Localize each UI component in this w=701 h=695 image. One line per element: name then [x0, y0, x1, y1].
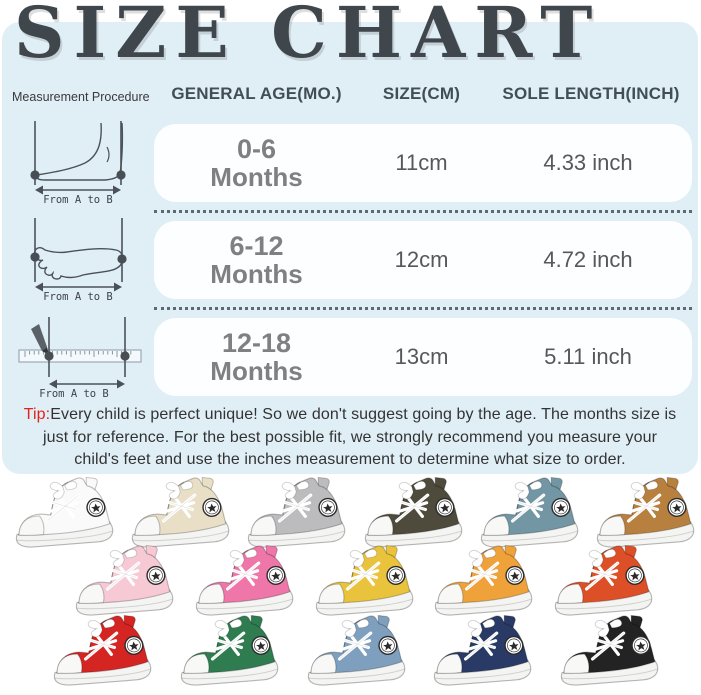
ruler-pencil-diagram: From A to B — [18, 317, 142, 400]
baby-sneaker-orange-red — [539, 538, 658, 625]
diagram-label: From A to B — [43, 291, 113, 303]
baby-sneaker-pink — [180, 538, 299, 625]
diagram-label: From A to B — [43, 194, 113, 206]
baby-sneaker-red — [38, 608, 157, 695]
size-row-card: 6-12 Months 12cm 4.72 inch — [154, 221, 692, 299]
sole-length-cell: 5.11 inch — [544, 344, 632, 369]
baby-sneaker-white — [0, 470, 119, 557]
age-range: 6-12 — [229, 230, 284, 261]
table-row: From A to B 0-6 Months 11cm 4.33 inch — [2, 121, 692, 206]
baby-sneaker-amber — [420, 538, 539, 625]
baby-sneaker-navy — [419, 608, 538, 695]
shoe-grid — [0, 474, 701, 695]
dotted-row-separator — [154, 210, 692, 213]
size-row-card: 12-18 Months 13cm 5.11 inch — [154, 318, 692, 396]
age-range: 0-6 — [236, 133, 277, 164]
baby-sneaker-beige — [117, 470, 236, 557]
baby-sneaker-black — [545, 608, 664, 695]
size-table-body: From A to B 0-6 Months 11cm 4.33 inch From A … — [2, 121, 698, 400]
age-unit: Months — [210, 355, 303, 386]
tip-label: Tip: — [23, 406, 51, 423]
header-measurement-procedure: Measurement Procedure — [12, 90, 150, 104]
size-cm-cell: 11cm — [395, 150, 448, 175]
foot-top-view-diagram: From A to B — [30, 218, 127, 303]
shoe-row — [0, 614, 701, 690]
baby-sneaker-green — [165, 608, 284, 695]
age-range: 12-18 — [221, 327, 292, 358]
table-header-row: Measurement Procedure GENERAL AGE(MO.) S… — [2, 84, 698, 104]
size-row-card: 0-6 Months 11cm 4.33 inch — [154, 124, 692, 202]
shoe-row — [0, 476, 701, 552]
tip-paragraph: Tip:Every child is perfect unique! So we… — [20, 404, 680, 472]
age-unit: Months — [210, 161, 303, 192]
table-row: From A to B 12-18 Months 13cm 5.11 inch — [2, 317, 692, 400]
size-cm-cell: 13cm — [394, 344, 449, 369]
baby-sneaker-dark-olive — [349, 470, 468, 557]
sole-length-cell: 4.33 inch — [543, 150, 633, 175]
measurement-diagram-cell: From A to B — [2, 313, 154, 401]
measurement-diagram-cell: From A to B — [2, 216, 154, 304]
header-sole-length: SOLE LENGTH(INCH) — [502, 84, 680, 103]
age-cell: 12-18 Months — [154, 327, 359, 386]
age-unit: Months — [210, 258, 303, 289]
measurement-diagram-cell: From A to B — [2, 119, 154, 207]
baby-sneaker-caramel — [581, 470, 700, 557]
size-cm-cell: 12cm — [394, 247, 449, 272]
baby-sneaker-yellow — [300, 538, 419, 625]
age-cell: 6-12 Months — [154, 230, 359, 289]
baby-sneaker-light-pink — [60, 538, 179, 625]
baby-sneaker-steel-blue — [465, 470, 584, 557]
tip-text: Every child is perfect unique! So we don… — [42, 406, 677, 469]
table-row: From A to B 6-12 Months 12cm 4.72 inch — [2, 218, 692, 303]
dotted-row-separator — [154, 307, 692, 310]
header-general-age: GENERAL AGE(MO.) — [171, 84, 342, 103]
baby-sneaker-gray — [233, 470, 352, 557]
sole-length-cell: 4.72 inch — [543, 247, 633, 272]
chart-panel: SIZE CHART Measurement Procedure GENERAL… — [2, 0, 698, 474]
page-title: SIZE CHART — [14, 0, 602, 74]
foot-side-view-diagram: From A to B — [30, 121, 126, 206]
baby-sneaker-denim-blue — [292, 608, 411, 695]
header-size-cm: SIZE(CM) — [382, 84, 461, 103]
shoe-row — [0, 544, 701, 620]
age-cell: 0-6 Months — [154, 133, 359, 192]
diagram-label: From A to B — [39, 388, 109, 400]
